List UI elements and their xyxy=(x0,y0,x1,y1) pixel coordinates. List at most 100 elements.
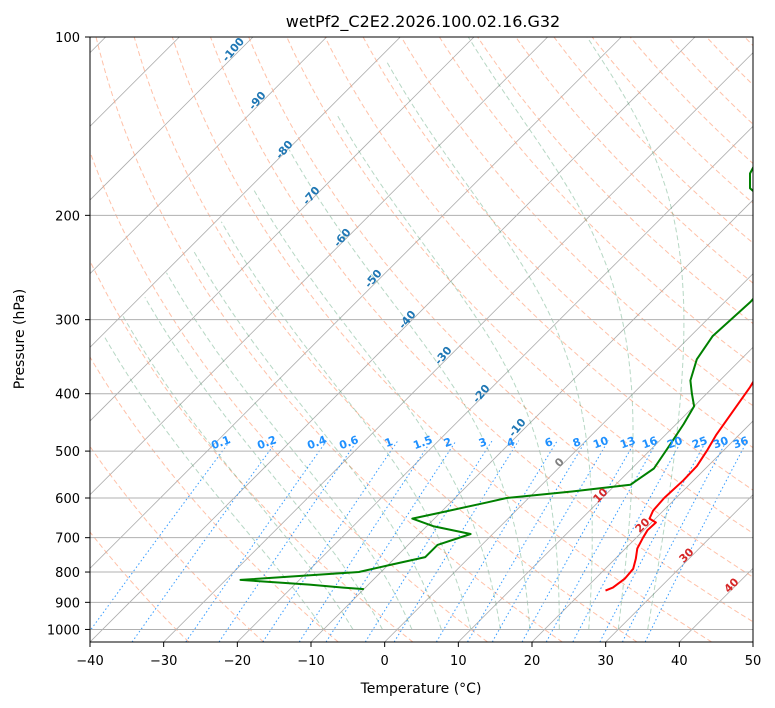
isotherm-line xyxy=(237,125,753,642)
dry-adiabat-line xyxy=(90,150,488,642)
x-tick-label: 0 xyxy=(381,654,389,669)
y-tick-label: 400 xyxy=(55,388,80,403)
mixing-ratio-label: 0.1 xyxy=(209,433,232,452)
moist-adiabat-line xyxy=(220,221,472,630)
moist-adiabat-line xyxy=(288,149,531,630)
dry-adiabat-line xyxy=(515,37,753,284)
mixing-ratio-label: 0.4 xyxy=(305,433,328,452)
isotherm-line xyxy=(163,52,753,642)
isotherm-line xyxy=(90,37,401,348)
isotherm-line xyxy=(90,37,696,642)
mixing-ratio-label: 25 xyxy=(690,434,709,451)
moist-adiabat-line xyxy=(586,37,685,630)
mixing-ratio-label: 1.5 xyxy=(411,433,434,452)
mixing-ratio-line xyxy=(393,440,520,642)
x-tick-label: 30 xyxy=(597,654,614,669)
mixing-ratio-line xyxy=(572,440,683,642)
adiabat-labels: -100-90-80-70-60-50-40-30-20-10010203040… xyxy=(209,35,750,596)
mixing-ratio-label: 2 xyxy=(442,435,454,450)
dry-adiabat-line xyxy=(438,37,753,366)
pressure-gridlines xyxy=(90,37,753,630)
isotherm-line xyxy=(90,37,475,422)
y-tick-label: 200 xyxy=(55,209,80,224)
moist-adiabat-line xyxy=(103,336,324,630)
moist-adiabat-line xyxy=(386,61,593,630)
y-tick-label: 100 xyxy=(55,31,80,46)
isotherm-line xyxy=(531,420,753,642)
isotherm-line xyxy=(90,37,327,275)
dry-adiabat-label: -40 xyxy=(396,308,419,332)
moist-adiabat-line xyxy=(467,37,634,630)
dry-adiabat-label: -90 xyxy=(246,89,269,113)
dry-adiabat-label: -30 xyxy=(432,344,455,368)
dry-adiabat-line xyxy=(90,445,264,642)
chart-title: wetPf2_C2E2.2026.100.02.16.G32 xyxy=(286,12,560,32)
mixing-ratio-label: 1 xyxy=(383,435,395,450)
mixing-ratio-label: 8 xyxy=(571,435,583,450)
mixing-ratio-label: 10 xyxy=(591,434,610,452)
y-tick-label: 600 xyxy=(55,492,80,507)
y-axis-title: Pressure (hPa) xyxy=(12,289,28,389)
dry-adiabat-line xyxy=(248,37,753,578)
mixing-ratio-label: 13 xyxy=(618,434,637,451)
x-tick-label: −30 xyxy=(150,654,177,669)
y-tick-label: 900 xyxy=(55,596,80,611)
isotherm-line xyxy=(458,346,753,642)
mixing-ratio-line xyxy=(262,440,399,642)
temperature-line xyxy=(605,380,753,592)
mixing-ratio-label: 30 xyxy=(711,434,730,452)
dry-adiabat-line xyxy=(171,37,712,642)
moist-adiabat-line xyxy=(336,113,560,630)
dry-adiabat-line xyxy=(210,37,753,623)
mixing-ratio-line xyxy=(435,440,558,642)
y-tick-label: 300 xyxy=(55,314,80,329)
isotherm-line xyxy=(90,37,622,569)
mixing-ratio-label: 0.2 xyxy=(255,433,278,452)
mixing-ratio-line xyxy=(90,440,231,632)
moist-adiabat-label: 40 xyxy=(722,575,742,595)
mixing-ratio-line xyxy=(621,440,728,642)
x-tick-label: −40 xyxy=(76,654,103,669)
dry-adiabat-label: -70 xyxy=(300,184,323,208)
x-tick-label: 50 xyxy=(745,654,762,669)
mixing-ratio-line xyxy=(131,440,278,642)
mixing-ratio-line xyxy=(325,440,457,642)
series-layer xyxy=(239,165,753,592)
dry-adiabat-line xyxy=(324,37,753,491)
dry-adiabat-line xyxy=(553,37,753,244)
mixing-ratio-label: 4 xyxy=(505,435,517,450)
dry-adiabat-line xyxy=(362,37,753,449)
x-tick-label: −20 xyxy=(224,654,251,669)
mixing-ratio-line xyxy=(644,440,748,642)
dry-adiabat-line xyxy=(706,37,753,86)
dry-adiabat-label: -20 xyxy=(470,382,493,406)
dry-adiabat-label: -80 xyxy=(273,138,296,162)
mixing-ratio-line xyxy=(298,440,432,642)
isotherm-line xyxy=(310,199,753,642)
y-tick-label: 800 xyxy=(55,566,80,581)
dry-adiabat-line xyxy=(95,37,563,642)
x-axis-title: Temperature (°C) xyxy=(360,681,482,697)
isotherm-line xyxy=(90,37,254,201)
plot-frame xyxy=(89,36,754,643)
x-axis: −40 −30 −20 −10 0 10 20 30 40 50 xyxy=(76,642,761,669)
isotherm-line xyxy=(679,567,753,642)
moist-adiabat-line xyxy=(144,297,383,630)
mixing-ratio-label: 6 xyxy=(543,435,555,450)
mixing-ratio-line xyxy=(491,440,609,642)
dewpoint-line xyxy=(239,165,753,591)
dry-adiabat-label: -100 xyxy=(219,35,247,65)
dry-adiabat-line xyxy=(90,259,414,642)
isotherm-line xyxy=(752,641,753,642)
dry-adiabat-line xyxy=(133,37,638,642)
mixing-ratio-label: 16 xyxy=(640,434,659,452)
dry-adiabat-line xyxy=(400,37,753,407)
moist-adiabat-line xyxy=(122,315,354,630)
mixing-ratio-line xyxy=(185,440,328,642)
y-tick-label: 700 xyxy=(55,532,80,547)
dry-adiabat-line xyxy=(90,356,339,642)
dry-adiabat-label: -60 xyxy=(331,226,354,250)
moist-adiabat-line xyxy=(193,251,442,630)
y-tick-label: 1000 xyxy=(47,623,80,638)
